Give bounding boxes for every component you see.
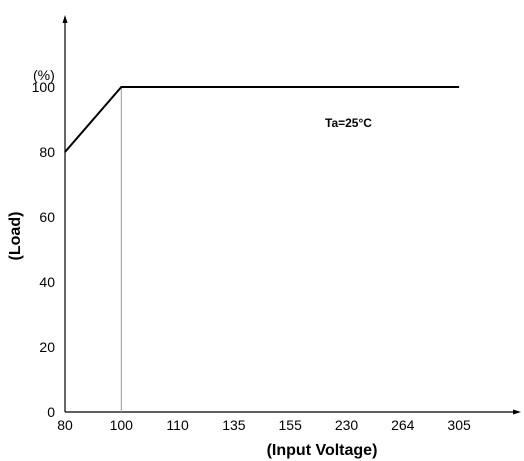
y-tick-label-80: 80 [39, 144, 55, 160]
y-tick-label-0: 0 [47, 404, 55, 420]
x-tick-label-135: 135 [222, 417, 246, 433]
y-axis-arrow [62, 15, 68, 23]
x-tick-label-230: 230 [335, 417, 359, 433]
y-tick-label-60: 60 [39, 209, 55, 225]
x-tick-label-264: 264 [391, 417, 415, 433]
y-axis-title: (Load) [7, 212, 24, 261]
x-tick-label-305: 305 [447, 417, 471, 433]
x-tick-label-100: 100 [110, 417, 134, 433]
y-tick-label-40: 40 [39, 274, 55, 290]
x-axis-title: (Input Voltage) [267, 442, 378, 459]
annotation-label: Ta=25°C [325, 116, 372, 130]
x-tick-label-155: 155 [279, 417, 303, 433]
y-unit-label: (%) [33, 67, 55, 83]
x-tick-label-110: 110 [166, 417, 189, 433]
y-tick-label-20: 20 [39, 339, 55, 355]
y-tick-label-100: 100 [32, 79, 56, 95]
x-axis-arrow [513, 409, 521, 415]
series-line [64, 86, 460, 153]
x-tick-label-80: 80 [57, 417, 73, 433]
